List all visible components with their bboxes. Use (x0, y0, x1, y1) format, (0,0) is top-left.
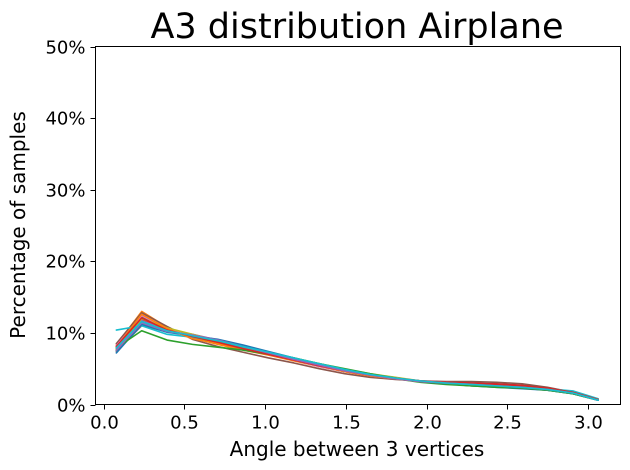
y-tick-label: 10% (45, 324, 85, 345)
chart-title: A3 distribution Airplane (150, 7, 563, 47)
y-axis-label: Percentage of samples (6, 111, 30, 339)
x-tick-label: 0.5 (170, 413, 199, 434)
x-axis: 0.0 0.5 1.0 1.5 2.0 2.5 3.0 (90, 404, 603, 434)
x-tick-label: 2.0 (413, 413, 442, 434)
x-tick-label: 2.5 (493, 413, 522, 434)
x-axis-label: Angle between 3 vertices (230, 437, 485, 461)
y-tick-label: 50% (45, 38, 85, 59)
x-tick-label: 1.5 (332, 413, 361, 434)
series-line-13 (115, 329, 600, 402)
x-tick-label: 1.0 (251, 413, 280, 434)
x-tick-label: 0.0 (90, 413, 119, 434)
y-tick-label: 40% (45, 109, 85, 130)
series-line-16 (115, 320, 600, 402)
series-layer (115, 310, 600, 402)
x-tick-label: 3.0 (574, 413, 603, 434)
y-tick-label: 0% (57, 396, 86, 417)
y-tick-label: 20% (45, 252, 85, 273)
y-tick-label: 30% (45, 181, 85, 202)
plot-frame (95, 46, 621, 405)
series-line-6 (115, 312, 600, 401)
y-axis: 0% 10% 20% 30% 40% 50% (45, 38, 96, 417)
